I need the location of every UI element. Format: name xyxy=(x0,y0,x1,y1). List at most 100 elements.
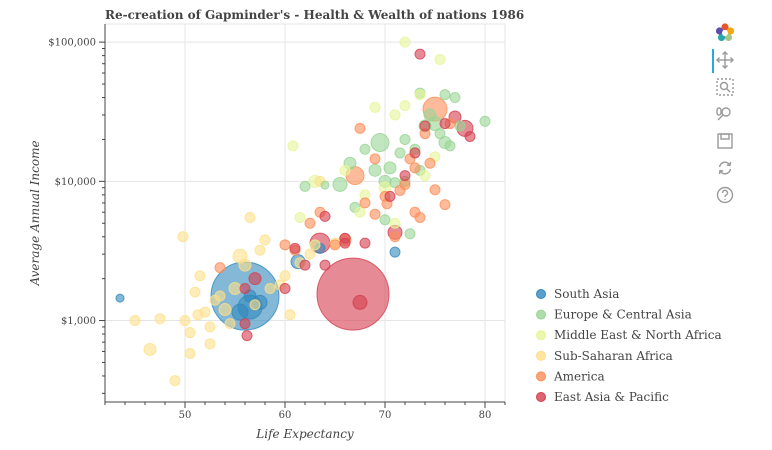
point-middle-east-north-africa xyxy=(287,140,299,152)
point-east-asia-pacific xyxy=(419,120,431,132)
point-sub-saharan-africa xyxy=(254,244,266,256)
point-america xyxy=(409,162,421,174)
point-sub-saharan-africa xyxy=(194,270,206,282)
legend-label-sub-saharan-africa: Sub-Saharan Africa xyxy=(554,349,673,363)
point-sub-saharan-africa xyxy=(189,286,201,298)
point-east-asia-pacific xyxy=(316,257,390,331)
point-sub-saharan-africa xyxy=(238,258,252,272)
point-east-asia-pacific xyxy=(289,242,301,254)
legend-marker-east-asia-pacific xyxy=(536,392,546,402)
point-europe-central-asia xyxy=(370,133,390,153)
pan-icon[interactable] xyxy=(710,49,740,73)
legend-marker-sub-saharan-africa xyxy=(536,350,546,361)
point-east-asia-pacific xyxy=(339,232,351,244)
point-east-asia-pacific xyxy=(384,190,396,202)
point-middle-east-north-africa xyxy=(309,239,321,251)
point-east-asia-pacific xyxy=(464,130,476,142)
point-europe-central-asia xyxy=(379,214,391,226)
point-europe-central-asia xyxy=(359,143,371,155)
legend-label-middle-east-north-africa: Middle East & North Africa xyxy=(554,328,722,342)
point-sub-saharan-africa xyxy=(129,315,141,327)
legend-marker-europe-central-asia xyxy=(536,309,546,320)
toolbar xyxy=(710,22,740,211)
y-tick-label: $10,000 xyxy=(55,177,96,188)
legend-label-south-asia: South Asia xyxy=(554,287,619,301)
wheel-zoom-icon[interactable] xyxy=(710,103,740,125)
point-america xyxy=(429,184,441,196)
point-south-asia xyxy=(389,246,401,258)
point-europe-central-asia xyxy=(479,115,491,127)
save-icon[interactable] xyxy=(710,130,740,152)
y-tick-label: $100,000 xyxy=(48,38,96,49)
point-america xyxy=(414,211,426,223)
help-icon[interactable] xyxy=(710,184,740,206)
point-middle-east-north-africa xyxy=(419,170,431,182)
point-sub-saharan-africa xyxy=(259,234,271,246)
point-sub-saharan-africa xyxy=(264,282,276,294)
point-middle-east-north-africa xyxy=(399,100,411,112)
point-sub-saharan-africa xyxy=(192,309,204,321)
point-east-asia-pacific xyxy=(241,330,253,342)
legend-marker-america xyxy=(536,371,546,382)
point-east-asia-pacific xyxy=(239,318,251,330)
point-sub-saharan-africa xyxy=(184,327,196,339)
point-sub-saharan-africa xyxy=(279,270,291,282)
box-zoom-icon[interactable] xyxy=(710,76,740,98)
point-east-asia-pacific xyxy=(359,237,371,249)
point-america xyxy=(424,157,436,169)
point-sub-saharan-africa xyxy=(224,318,236,330)
point-europe-central-asia xyxy=(383,161,397,175)
reset-icon[interactable] xyxy=(710,157,740,179)
point-europe-central-asia xyxy=(394,147,406,159)
point-america xyxy=(214,262,226,274)
chart-title: Re-creation of Gapminder's - Health & We… xyxy=(105,8,524,22)
point-sub-saharan-africa xyxy=(218,303,232,317)
point-sub-saharan-africa xyxy=(169,375,181,387)
point-middle-east-north-africa xyxy=(434,54,446,66)
point-europe-central-asia xyxy=(444,140,456,152)
point-east-asia-pacific xyxy=(414,48,426,60)
x-tick-label: 50 xyxy=(179,410,192,421)
point-south-asia xyxy=(115,293,125,303)
legend-label-europe-central-asia: Europe & Central Asia xyxy=(554,308,692,322)
point-sub-saharan-africa xyxy=(228,281,242,295)
point-east-asia-pacific xyxy=(352,294,368,310)
point-europe-central-asia xyxy=(439,89,451,101)
point-america xyxy=(329,239,341,251)
point-middle-east-north-africa xyxy=(339,164,351,176)
point-middle-east-north-africa xyxy=(294,211,306,223)
point-middle-east-north-africa xyxy=(389,109,401,121)
point-america xyxy=(279,239,291,251)
point-east-asia-pacific xyxy=(409,147,421,159)
point-sub-saharan-africa xyxy=(304,248,316,260)
point-europe-central-asia xyxy=(404,228,416,240)
point-east-asia-pacific xyxy=(399,170,411,182)
point-east-asia-pacific xyxy=(248,272,262,286)
point-east-asia-pacific xyxy=(239,282,251,294)
point-east-asia-pacific xyxy=(319,259,331,271)
point-america xyxy=(369,153,381,165)
point-sub-saharan-africa xyxy=(284,309,296,321)
x-axis-label: Life Expectancy xyxy=(255,427,354,441)
legend: South Asia Europe & Central Asia Middle Ea… xyxy=(536,287,722,404)
point-middle-east-north-africa xyxy=(354,206,366,218)
point-america xyxy=(359,197,371,209)
point-middle-east-north-africa xyxy=(369,101,381,113)
point-europe-central-asia xyxy=(434,128,446,140)
point-europe-central-asia xyxy=(299,180,311,192)
x-tick-label: 70 xyxy=(379,410,392,421)
plot-frame xyxy=(104,23,506,403)
bokeh-logo-icon[interactable] xyxy=(710,22,740,44)
point-sub-saharan-africa xyxy=(179,315,191,327)
point-america xyxy=(389,231,401,243)
point-europe-central-asia xyxy=(449,92,461,104)
point-sub-saharan-africa xyxy=(204,338,216,350)
point-east-asia-pacific xyxy=(299,259,311,271)
legend-marker-south-asia xyxy=(536,289,546,299)
point-sub-saharan-africa xyxy=(177,231,189,243)
legend-label-america: America xyxy=(553,369,605,383)
point-europe-central-asia xyxy=(454,120,466,132)
point-east-asia-pacific xyxy=(319,210,331,222)
x-tick-label: 60 xyxy=(279,410,292,421)
legend-label-east-asia-pacific: East Asia & Pacific xyxy=(554,390,669,404)
